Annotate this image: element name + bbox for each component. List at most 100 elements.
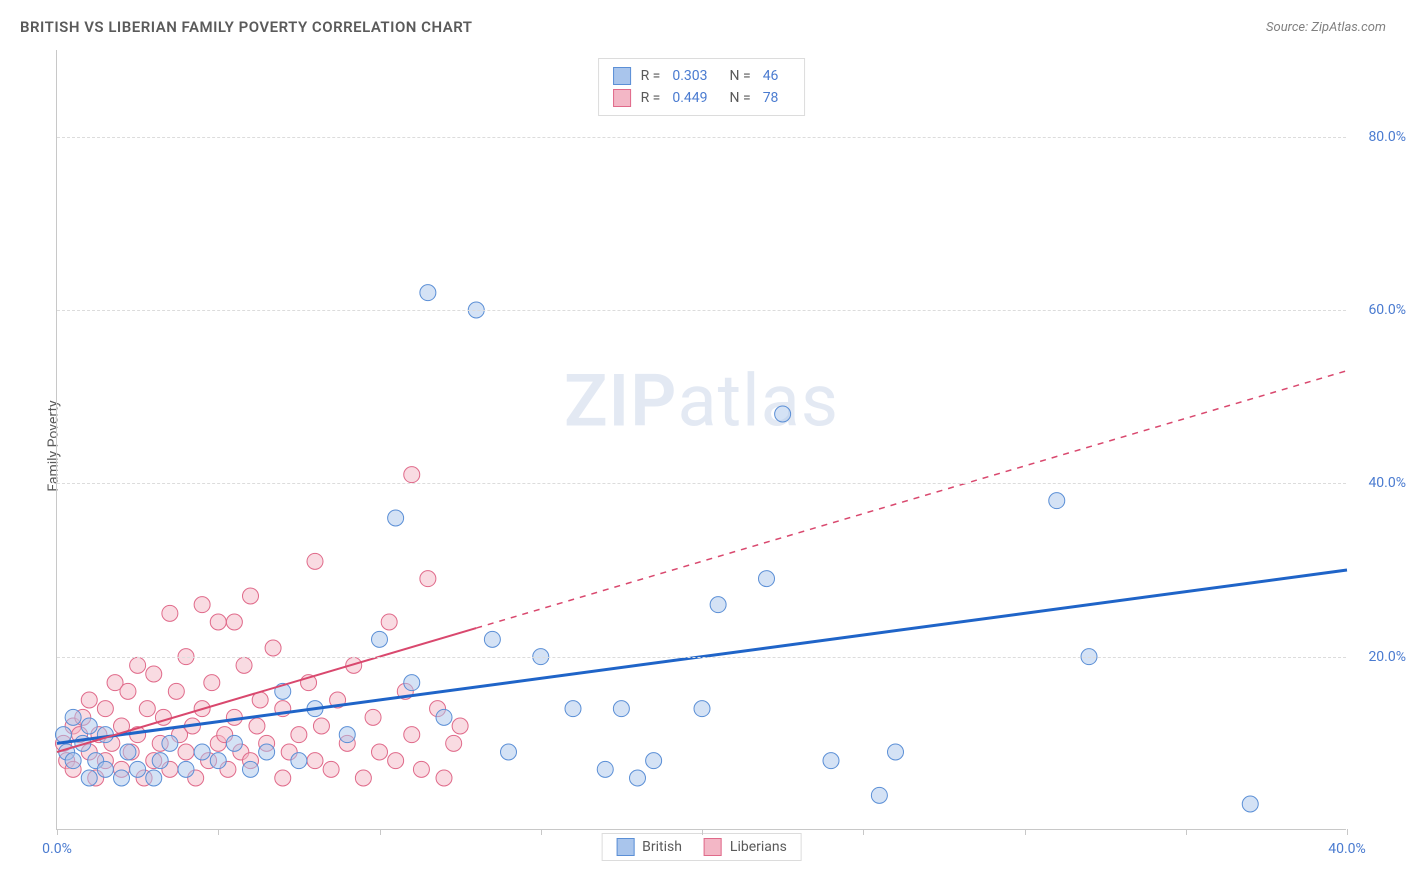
grid-line bbox=[57, 310, 1346, 311]
data-point bbox=[120, 744, 136, 760]
data-point bbox=[146, 666, 162, 682]
data-point bbox=[152, 753, 168, 769]
data-point bbox=[372, 631, 388, 647]
legend-row: R =0.449N =78 bbox=[613, 87, 791, 109]
data-point bbox=[162, 605, 178, 621]
legend-n-value: 46 bbox=[763, 68, 779, 84]
data-point bbox=[630, 770, 646, 786]
data-point bbox=[313, 718, 329, 734]
correlation-legend: R =0.303N =46R =0.449N =78 bbox=[598, 58, 806, 116]
data-point bbox=[597, 761, 613, 777]
data-point bbox=[81, 770, 97, 786]
data-point bbox=[484, 631, 500, 647]
data-point bbox=[194, 744, 210, 760]
data-point bbox=[452, 718, 468, 734]
x-tick bbox=[218, 829, 219, 835]
x-tick-label: 0.0% bbox=[42, 841, 72, 857]
grid-line bbox=[57, 657, 1346, 658]
x-tick-label: 40.0% bbox=[1328, 841, 1366, 857]
data-point bbox=[404, 467, 420, 483]
x-tick bbox=[702, 829, 703, 835]
data-point bbox=[81, 692, 97, 708]
data-point bbox=[710, 597, 726, 613]
data-point bbox=[204, 675, 220, 691]
data-point bbox=[413, 761, 429, 777]
legend-n-value: 78 bbox=[763, 90, 779, 106]
y-tick-label: 20.0% bbox=[1368, 649, 1406, 665]
data-point bbox=[168, 683, 184, 699]
data-point bbox=[265, 640, 281, 656]
grid-line bbox=[57, 483, 1346, 484]
data-point bbox=[178, 761, 194, 777]
legend-swatch bbox=[704, 838, 722, 856]
legend-swatch bbox=[613, 67, 631, 85]
data-point bbox=[210, 753, 226, 769]
data-point bbox=[365, 709, 381, 725]
data-point bbox=[97, 701, 113, 717]
series-legend: British Liberians bbox=[601, 833, 802, 861]
legend-label: Liberians bbox=[730, 839, 787, 855]
data-point bbox=[420, 571, 436, 587]
source-label: Source: ZipAtlas.com bbox=[1266, 20, 1386, 35]
legend-row: R = 0.303 N = 46 bbox=[613, 65, 791, 87]
legend-n-label: N = bbox=[730, 68, 751, 84]
x-tick bbox=[863, 829, 864, 835]
legend-r-value: 0.449 bbox=[672, 90, 707, 106]
x-tick bbox=[541, 829, 542, 835]
data-point bbox=[178, 744, 194, 760]
data-point bbox=[404, 727, 420, 743]
data-point bbox=[1049, 493, 1065, 509]
y-tick-label: 40.0% bbox=[1368, 475, 1406, 491]
data-point bbox=[291, 753, 307, 769]
data-point bbox=[436, 709, 452, 725]
y-tick-label: 80.0% bbox=[1368, 129, 1406, 145]
data-point bbox=[381, 614, 397, 630]
legend-item: British bbox=[616, 838, 682, 856]
x-tick bbox=[1186, 829, 1187, 835]
data-point bbox=[388, 510, 404, 526]
data-point bbox=[226, 614, 242, 630]
data-point bbox=[759, 571, 775, 587]
data-point bbox=[404, 675, 420, 691]
data-point bbox=[339, 727, 355, 743]
data-point bbox=[97, 761, 113, 777]
data-point bbox=[146, 770, 162, 786]
data-point bbox=[565, 701, 581, 717]
legend-r-value: 0.303 bbox=[672, 68, 707, 84]
data-point bbox=[1242, 796, 1258, 812]
legend-item: Liberians bbox=[704, 838, 787, 856]
data-point bbox=[646, 753, 662, 769]
data-point bbox=[446, 735, 462, 751]
x-tick bbox=[380, 829, 381, 835]
data-point bbox=[775, 406, 791, 422]
legend-r-label: R = bbox=[641, 90, 661, 106]
legend-swatch bbox=[613, 89, 631, 107]
scatter-svg bbox=[57, 50, 1346, 829]
data-point bbox=[436, 770, 452, 786]
data-point bbox=[307, 553, 323, 569]
data-point bbox=[888, 744, 904, 760]
data-point bbox=[114, 770, 130, 786]
data-point bbox=[275, 770, 291, 786]
y-tick-label: 60.0% bbox=[1368, 302, 1406, 318]
data-point bbox=[130, 657, 146, 673]
trend-line-extrapolated bbox=[476, 371, 1347, 628]
data-point bbox=[243, 588, 259, 604]
data-point bbox=[130, 761, 146, 777]
data-point bbox=[388, 753, 404, 769]
data-point bbox=[871, 787, 887, 803]
data-point bbox=[226, 735, 242, 751]
data-point bbox=[291, 727, 307, 743]
data-point bbox=[162, 735, 178, 751]
data-point bbox=[613, 701, 629, 717]
data-point bbox=[259, 744, 275, 760]
plot-area: ZIPatlas R =0.303N =46R =0.449N =78 Brit… bbox=[56, 50, 1346, 830]
legend-r-label: R = bbox=[641, 68, 661, 84]
data-point bbox=[243, 761, 259, 777]
data-point bbox=[210, 614, 226, 630]
data-point bbox=[249, 718, 265, 734]
x-tick bbox=[1347, 829, 1348, 835]
x-tick bbox=[57, 829, 58, 835]
grid-line bbox=[57, 137, 1346, 138]
data-point bbox=[501, 744, 517, 760]
